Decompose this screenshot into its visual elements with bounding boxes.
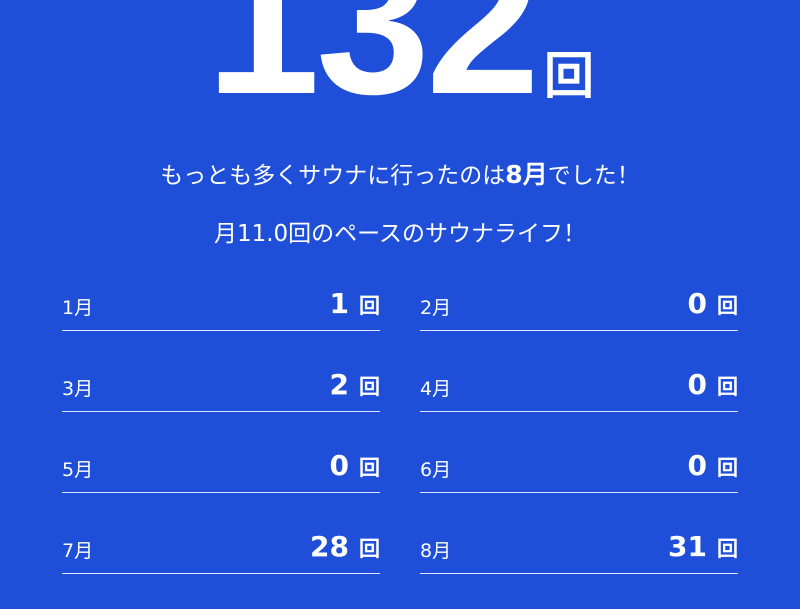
month-row: 8月 31 回 (420, 528, 738, 574)
month-count-value: 0 (687, 287, 707, 320)
month-row: 1月 1 回 (62, 285, 380, 331)
summary-month: 8月 (505, 160, 548, 189)
month-row: 5月 0 回 (62, 447, 380, 493)
summary-prefix: もっとも多くサウナに行ったのは (160, 163, 506, 189)
total-count: 132 回 (0, 0, 800, 125)
total-value: 132 (205, 0, 540, 137)
month-label: 7月 (62, 540, 94, 562)
summary-suffix: でした！ (547, 163, 640, 189)
month-row: 2月 0 回 (420, 285, 738, 331)
month-row: 7月 28 回 (62, 528, 380, 574)
month-count-unit: 回 (359, 537, 380, 561)
month-count-value: 0 (329, 449, 349, 482)
month-count-value: 0 (687, 368, 707, 401)
month-label: 3月 (62, 378, 94, 400)
month-count-unit: 回 (359, 294, 380, 318)
month-label: 4月 (420, 378, 452, 400)
month-count-unit: 回 (717, 375, 738, 399)
month-count-unit: 回 (717, 294, 738, 318)
month-label: 8月 (420, 540, 452, 562)
total-unit: 回 (544, 47, 595, 105)
month-count-unit: 回 (359, 375, 380, 399)
month-row: 4月 0 回 (420, 366, 738, 412)
summary-text: もっとも多くサウナに行ったのは8月でした！ (0, 155, 800, 191)
month-count-unit: 回 (717, 537, 738, 561)
month-count: 28 回 (310, 530, 380, 563)
month-count-value: 1 (329, 287, 349, 320)
month-label: 6月 (420, 459, 452, 481)
pace-text: 月11.0回のペースのサウナライフ！ (213, 221, 587, 247)
month-count-value: 28 (310, 530, 349, 563)
month-count-unit: 回 (717, 456, 738, 480)
month-count: 31 回 (668, 530, 738, 563)
month-label: 5月 (62, 459, 94, 481)
month-count-unit: 回 (359, 456, 380, 480)
month-count-value: 0 (687, 449, 707, 482)
month-count-value: 31 (668, 530, 707, 563)
month-label: 2月 (420, 297, 452, 319)
month-count-value: 2 (329, 368, 349, 401)
month-row: 6月 0 回 (420, 447, 738, 493)
month-label: 1月 (62, 297, 94, 319)
month-row: 3月 2 回 (62, 366, 380, 412)
monthly-grid: 1月 1 回 2月 0 回 3月 2 回 4月 0 回 5月 0 回 6月 0 回 7月 28 回 8月 31 回 (62, 285, 738, 609)
